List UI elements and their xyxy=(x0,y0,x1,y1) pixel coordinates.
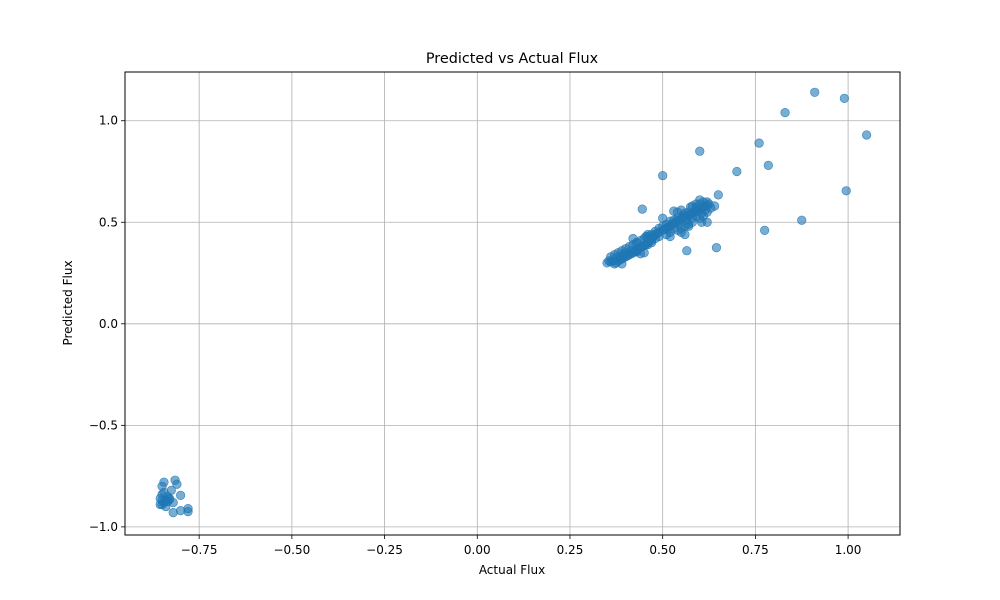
points-layer xyxy=(155,87,872,518)
scatter-point xyxy=(159,487,169,497)
scatter-point xyxy=(711,243,722,253)
x-tick-label: 0.00 xyxy=(464,543,491,557)
plot-frame xyxy=(124,71,901,536)
y-tick-label: −1.0 xyxy=(89,520,118,534)
x-tick-label: 0.50 xyxy=(649,543,676,557)
scatter-point xyxy=(797,215,807,225)
scatter-point xyxy=(709,201,720,211)
plot-area xyxy=(125,72,900,535)
scatter-point xyxy=(676,227,686,238)
scatter-point xyxy=(697,217,707,227)
grid-layer xyxy=(125,72,900,535)
scatter-point xyxy=(862,130,872,140)
scatter-point xyxy=(682,246,692,256)
scatter-point xyxy=(754,138,764,148)
scatter-point xyxy=(760,225,770,235)
x-tick-label: −0.75 xyxy=(181,543,218,557)
scatter-point xyxy=(641,231,651,242)
scatter-point xyxy=(839,93,849,103)
x-tick-label: −0.50 xyxy=(273,543,310,557)
scatter-point xyxy=(159,477,169,487)
scatter-point xyxy=(611,253,621,263)
scatter-point xyxy=(700,205,710,215)
scatter-point xyxy=(658,213,668,223)
ticks-layer: −0.75 −0.50 −0.25 0.00 0.25 0.50 0.75 1.00 −1.0 −… xyxy=(89,114,862,557)
y-tick-label: 0.0 xyxy=(99,317,118,331)
scatter-point xyxy=(841,186,851,196)
scatter-point xyxy=(665,231,675,242)
scatter-point xyxy=(164,494,175,505)
scatter-point xyxy=(176,490,186,501)
y-tick-label: −0.5 xyxy=(89,418,118,432)
x-axis-label: Actual Flux xyxy=(479,563,545,577)
x-tick-label: 0.25 xyxy=(557,543,584,557)
scatter-point xyxy=(780,108,790,118)
scatter-point xyxy=(183,507,193,517)
scatter-point xyxy=(810,87,820,97)
scatter-point xyxy=(684,221,694,231)
scatter-point xyxy=(713,190,723,200)
y-axis-label: Predicted Flux xyxy=(61,260,75,345)
scatter-point xyxy=(763,160,773,171)
x-tick-label: 1.00 xyxy=(835,543,862,557)
y-tick-label: 1.0 xyxy=(99,114,118,128)
chart-title: Predicted vs Actual Flux xyxy=(426,51,599,67)
scatter-point xyxy=(637,204,647,214)
y-tick-label: 0.5 xyxy=(99,215,118,229)
x-tick-label: 0.75 xyxy=(742,543,769,557)
scatter-point xyxy=(658,170,668,181)
scatter-point xyxy=(732,166,742,177)
scatter-point xyxy=(172,479,182,489)
scatter-point xyxy=(695,146,705,156)
x-tick-label: −0.25 xyxy=(366,543,403,557)
